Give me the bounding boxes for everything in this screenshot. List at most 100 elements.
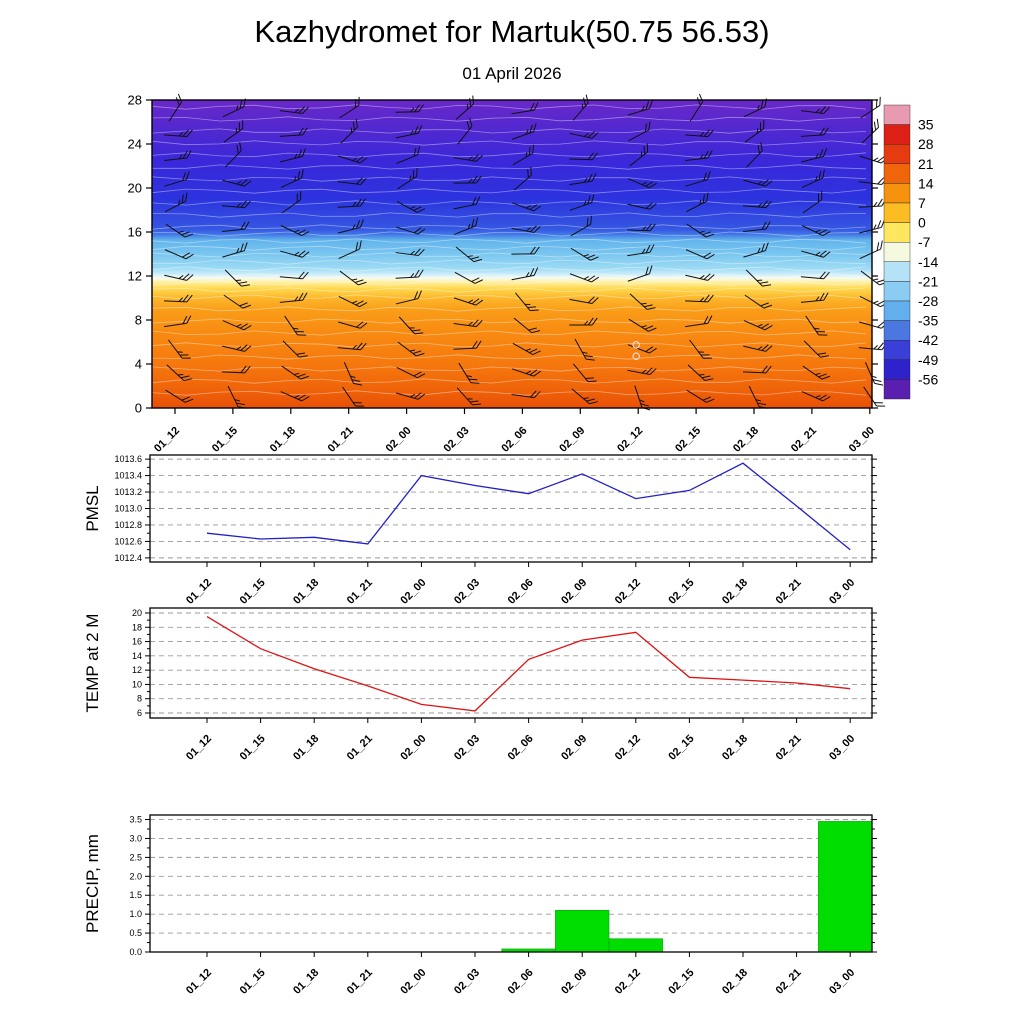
value-axis [145,612,877,714]
precip-bar [608,938,663,953]
svg-text:03_00: 03_00 [827,577,857,607]
svg-text:01_21: 01_21 [345,577,375,607]
svg-text:16: 16 [132,637,142,647]
svg-text:0: 0 [918,215,926,231]
temp-line [206,616,851,712]
svg-text:1012.8: 1012.8 [114,520,142,530]
svg-text:02_12: 02_12 [613,733,643,763]
panel-ylabel: PRECIP, mm [83,834,102,933]
value-axis-labels: 3.5 3.0 2.5 2.0 1.5 1.0 0.5 0.0 [129,815,142,957]
svg-text:02_18: 02_18 [720,577,750,607]
svg-text:01_12: 01_12 [184,577,214,607]
svg-text:02_12: 02_12 [613,577,643,607]
svg-text:12: 12 [128,269,142,284]
pmsl-line [206,462,851,551]
svg-text:03_00: 03_00 [847,425,877,455]
svg-text:-49: -49 [918,352,938,368]
svg-text:02_18: 02_18 [720,967,750,997]
wind-barbs [163,93,889,411]
svg-text:02_06: 02_06 [506,967,536,997]
svg-text:20: 20 [128,181,142,196]
svg-text:1013.2: 1013.2 [114,487,142,497]
svg-text:02_09: 02_09 [559,967,589,997]
svg-text:18: 18 [132,622,142,632]
value-axis [145,819,877,953]
svg-text:02_18: 02_18 [731,425,761,455]
calm-wind-marker [632,341,640,349]
date-subtitle: 01 April 2026 [462,64,562,83]
height-axis-labels: 28 24 20 16 12 8 4 0 [128,93,142,416]
svg-text:01_21: 01_21 [345,733,375,763]
svg-text:12: 12 [132,665,142,675]
svg-text:1.0: 1.0 [129,909,142,919]
time-axis-labels: 01_12 01_15 01_18 01_21 02_00 02_03 02_06 02_09… [184,577,857,607]
svg-text:14: 14 [132,651,142,661]
svg-text:20: 20 [132,608,142,618]
svg-text:03_00: 03_00 [827,967,857,997]
svg-text:02_12: 02_12 [615,425,645,455]
svg-text:0.5: 0.5 [129,928,142,938]
svg-text:03_00: 03_00 [827,733,857,763]
svg-text:02_09: 02_09 [559,733,589,763]
svg-text:01_12: 01_12 [184,733,214,763]
svg-text:01_18: 01_18 [291,577,321,607]
svg-text:02_00: 02_00 [398,733,428,763]
svg-text:02_06: 02_06 [506,577,536,607]
svg-text:24: 24 [128,137,142,152]
svg-text:1012.4: 1012.4 [114,553,142,563]
colorbar: 35 28 21 14 7 0 -7 -14 -21 -28 -35 -42 -49 -56 [883,104,938,400]
precip-mm-panel: 3.53.02.52.01.51.00.50.001_12 01_15 01_18 0… [83,814,877,997]
time-axis [206,952,851,957]
svg-text:8: 8 [135,313,142,328]
svg-text:02_21: 02_21 [774,577,804,607]
svg-text:10: 10 [132,679,142,689]
svg-text:02_03: 02_03 [452,577,482,607]
svg-text:02_15: 02_15 [673,425,703,455]
svg-text:-28: -28 [918,293,938,309]
svg-text:02_12: 02_12 [613,967,643,997]
svg-text:02_03: 02_03 [452,967,482,997]
svg-text:3.5: 3.5 [129,815,142,825]
svg-text:35: 35 [918,117,934,133]
precip-bars [501,821,873,953]
svg-text:6: 6 [137,708,142,718]
value-axis-labels: 1013.6 1013.4 1013.2 1013.0 1012.8 1012.6 1012… [114,454,142,563]
svg-text:02_09: 02_09 [559,577,589,607]
svg-text:01_15: 01_15 [238,733,268,763]
svg-text:7: 7 [918,195,926,211]
gridlines [150,612,872,714]
svg-text:1013.4: 1013.4 [114,471,142,481]
svg-text:02_06: 02_06 [506,733,536,763]
svg-text:01_15: 01_15 [210,425,240,455]
svg-text:01_18: 01_18 [291,967,321,997]
time-axis-labels: 01_12 01_15 01_18 01_21 02_00 02_03 02_06 02_09… [184,733,857,763]
svg-text:01_21: 01_21 [326,425,356,455]
svg-text:1013.6: 1013.6 [114,454,142,464]
svg-text:02_06: 02_06 [499,425,529,455]
svg-text:1.5: 1.5 [129,890,142,900]
svg-text:1012.6: 1012.6 [114,536,142,546]
svg-text:-42: -42 [918,332,938,348]
svg-text:02_00: 02_00 [398,577,428,607]
svg-text:28: 28 [918,136,934,152]
svg-text:-21: -21 [918,273,938,289]
precip-bar [555,910,610,953]
svg-text:16: 16 [128,225,142,240]
svg-text:0: 0 [135,401,142,416]
svg-text:02_21: 02_21 [774,733,804,763]
svg-text:01_12: 01_12 [152,425,182,455]
precip-bar [818,821,873,953]
time-axis [174,408,871,414]
svg-text:01_15: 01_15 [238,577,268,607]
time-axis-labels: 01_12 01_15 01_18 01_21 02_00 02_03 02_06 02_09… [184,967,857,997]
svg-text:-14: -14 [918,254,938,270]
svg-text:01_15: 01_15 [238,967,268,997]
svg-text:01_18: 01_18 [268,425,298,455]
svg-text:02_03: 02_03 [452,733,482,763]
svg-text:0.0: 0.0 [129,947,142,957]
svg-text:02_21: 02_21 [774,967,804,997]
svg-text:8: 8 [137,694,142,704]
